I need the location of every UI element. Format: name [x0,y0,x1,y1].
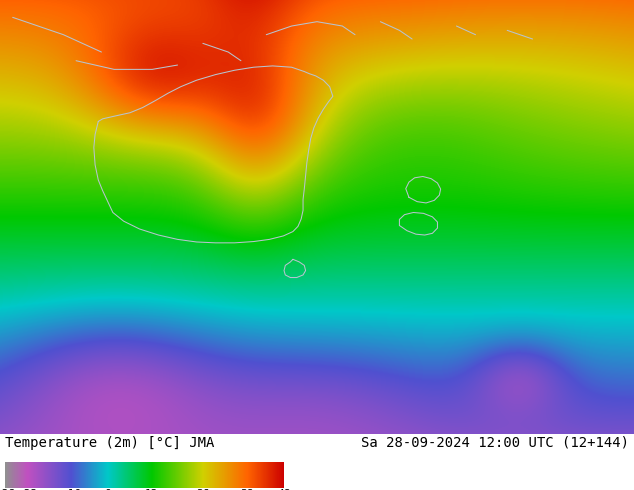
Text: Temperature (2m) [°C] JMA: Temperature (2m) [°C] JMA [5,436,214,450]
Text: Sa 28-09-2024 12:00 UTC (12+144): Sa 28-09-2024 12:00 UTC (12+144) [361,436,629,450]
